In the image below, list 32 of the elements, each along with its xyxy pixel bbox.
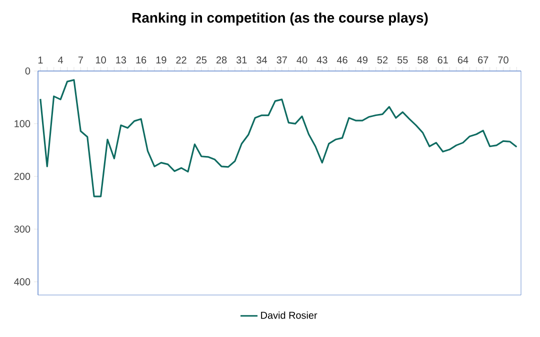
x-tick-label: 28 xyxy=(216,56,227,64)
y-tick-label: 400 xyxy=(14,278,30,286)
x-tick-label: 1 xyxy=(38,56,43,64)
x-tick-label: 46 xyxy=(336,56,348,64)
x-tick-label: 61 xyxy=(438,56,448,64)
x-tick-label: 25 xyxy=(196,56,207,64)
x-tick-label: 10 xyxy=(96,56,106,64)
y-tick-label: 100 xyxy=(14,120,30,128)
x-tick-label: 67 xyxy=(478,56,488,64)
x-tick-label: 16 xyxy=(136,56,146,64)
legend-label: David Rosier xyxy=(261,312,318,319)
x-tick-label: 37 xyxy=(276,56,287,64)
y-tick-label: 300 xyxy=(14,226,30,233)
x-tick-label: 7 xyxy=(78,56,83,64)
x-tick-label: 19 xyxy=(156,56,166,64)
x-tick-label: 22 xyxy=(176,56,186,64)
y-tick-label: 200 xyxy=(14,172,30,180)
x-tick-label: 31 xyxy=(236,56,247,64)
x-tick-label: 4 xyxy=(58,56,64,64)
line-series xyxy=(40,79,518,198)
x-tick-label: 64 xyxy=(458,56,468,64)
x-tick-label: 34 xyxy=(256,56,268,64)
x-tick-label: 13 xyxy=(116,56,126,64)
x-tick-label: 43 xyxy=(316,56,328,64)
x-tick-label: 70 xyxy=(498,56,508,64)
x-tick-label: 58 xyxy=(418,56,428,64)
x-tick-label: 40 xyxy=(296,56,308,64)
x-tick-label: 52 xyxy=(377,56,388,64)
x-tick-label: 49 xyxy=(357,56,368,64)
chart-title: Ranking in competition (as the course plays) xyxy=(132,12,428,26)
x-tick-label: 55 xyxy=(397,56,408,64)
y-tick-label: 0 xyxy=(25,67,30,75)
